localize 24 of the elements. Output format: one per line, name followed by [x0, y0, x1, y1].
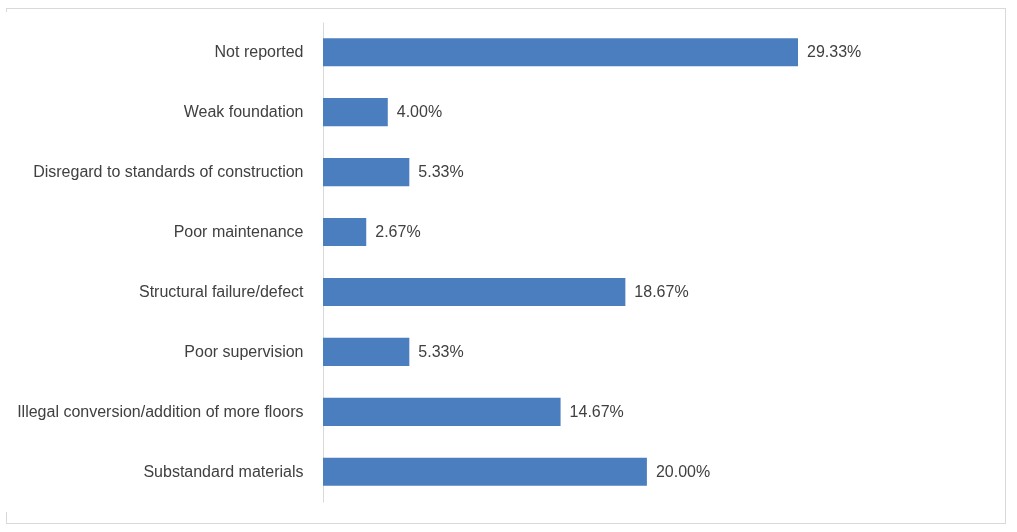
- bar: [323, 397, 561, 426]
- bar: [323, 158, 410, 187]
- data-label: 29.33%: [807, 43, 862, 61]
- bar: [323, 217, 367, 247]
- y-tick-label: Disregard to standards of construction: [33, 163, 304, 181]
- bar: [323, 38, 798, 67]
- y-tick-label: Substandard materials: [143, 462, 304, 480]
- y-tick-label: Illegal conversion/addition of more floors: [17, 402, 304, 420]
- y-tick-label: Structural failure/defect: [138, 282, 305, 300]
- bar: [323, 98, 388, 127]
- y-tick-label: Not reported: [214, 43, 304, 61]
- y-tick-label: Poor maintenance: [173, 223, 304, 241]
- data-label: 5.33%: [418, 342, 464, 360]
- bar: [323, 277, 626, 307]
- y-tick-label: Poor supervision: [184, 342, 304, 360]
- y-tick-label: Weak foundation: [183, 103, 304, 121]
- bar: [323, 337, 410, 366]
- data-label: 14.67%: [569, 402, 624, 420]
- data-label: 4.00%: [396, 103, 443, 121]
- data-label: 20.00%: [655, 462, 711, 480]
- data-label: 18.67%: [634, 282, 689, 300]
- bar: [323, 457, 647, 486]
- data-label: 2.67%: [375, 223, 421, 241]
- data-label: 5.33%: [418, 163, 464, 181]
